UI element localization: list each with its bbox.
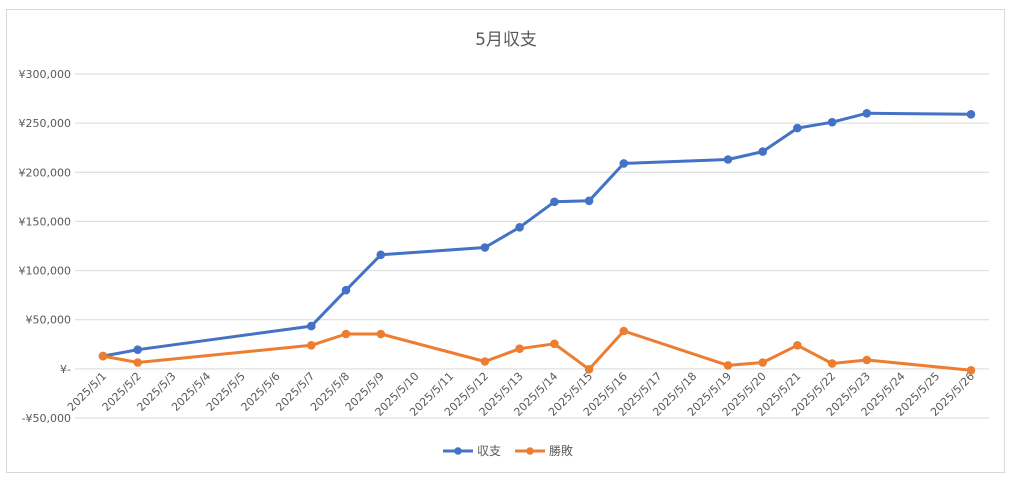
legend: 収支 勝敗: [443, 443, 573, 458]
data-point: [341, 329, 351, 339]
chart-area: 5月収支 ¥300,000 ¥250,000 ¥200,000 ¥150,000 ¥10…: [6, 9, 1005, 473]
gridlines: [75, 73, 989, 419]
data-point: [133, 345, 142, 355]
data-point: [827, 117, 837, 127]
data-point: [550, 339, 559, 349]
data-point: [550, 197, 559, 207]
legend-swatch-marker: [526, 447, 534, 455]
y-tick-label: -¥50,000: [22, 412, 71, 425]
data-point: [515, 223, 524, 232]
data-point: [966, 366, 976, 375]
data-point: [376, 329, 386, 339]
data-point: [862, 109, 872, 118]
line-chart: 5月収支 ¥300,000 ¥250,000 ¥200,000 ¥150,000 ¥10…: [19, 30, 989, 458]
y-axis-tick-labels: ¥300,000 ¥250,000 ¥200,000 ¥150,000 ¥100,000…: [19, 68, 72, 425]
data-point: [584, 196, 594, 206]
data-point: [793, 341, 802, 350]
y-tick-label: ¥250,000: [19, 117, 72, 130]
data-point: [619, 326, 629, 336]
legend-label: 勝敗: [549, 443, 573, 458]
data-point: [341, 285, 351, 295]
data-point: [619, 159, 629, 168]
data-point: [723, 361, 733, 370]
series-lines: [98, 109, 976, 375]
data-point: [133, 358, 142, 367]
data-point: [793, 123, 802, 133]
y-tick-label: ¥150,000: [19, 215, 72, 228]
series-2: [98, 326, 976, 375]
data-point: [758, 147, 768, 156]
data-point: [376, 250, 386, 260]
y-tick-label: ¥300,000: [19, 68, 72, 81]
x-axis-tick-labels: 2025/5/12025/5/22025/5/32025/5/42025/5/5…: [65, 370, 977, 419]
data-point: [307, 321, 316, 331]
data-point: [827, 359, 837, 368]
series-line: [101, 329, 973, 372]
data-point: [862, 355, 872, 365]
y-tick-label: ¥50,000: [26, 314, 72, 327]
data-point: [480, 243, 490, 252]
data-point: [966, 110, 976, 119]
chart-title: 5月収支: [475, 30, 537, 50]
data-point: [758, 358, 768, 367]
data-point: [307, 341, 316, 350]
data-point: [584, 365, 594, 374]
data-point: [723, 155, 733, 164]
y-tick-label: ¥200,000: [19, 166, 72, 179]
legend-swatch-marker: [454, 447, 462, 455]
legend-label: 収支: [477, 444, 501, 458]
data-point: [480, 357, 490, 366]
y-tick-label: ¥100,000: [19, 265, 72, 278]
data-point: [515, 344, 524, 354]
y-tick-label: ¥-: [60, 363, 71, 376]
series-line: [101, 111, 973, 358]
data-point: [98, 351, 108, 361]
series-1: [98, 109, 976, 361]
